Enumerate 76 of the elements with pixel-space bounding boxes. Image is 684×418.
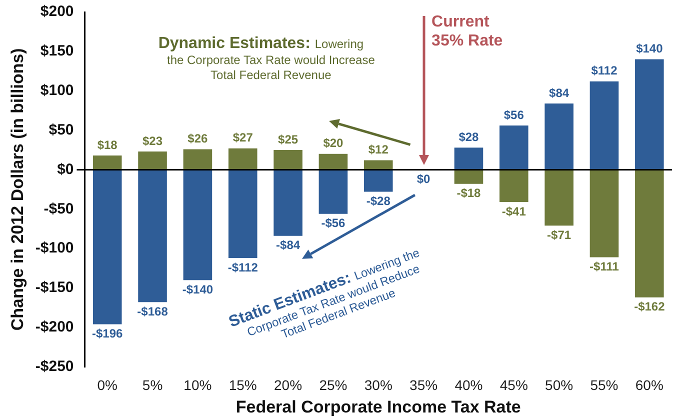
- data-label: -$56: [321, 216, 346, 230]
- data-label: $140: [636, 42, 664, 56]
- y-tick-label: -$50: [44, 200, 74, 218]
- data-label: $112: [591, 64, 618, 78]
- bar: [318, 154, 348, 169]
- data-label: $0: [416, 172, 431, 186]
- data-label: -$84: [276, 238, 300, 252]
- data-label: $20: [323, 136, 344, 150]
- data-label: $56: [504, 108, 524, 122]
- data-label: -$41: [502, 204, 526, 218]
- bar: [138, 170, 167, 302]
- data-label: $12: [368, 142, 389, 157]
- y-tick-label: $100: [40, 82, 74, 99]
- bar: [183, 170, 212, 280]
- annotation: Dynamic Estimates: Lowering the Corporate Tax Rate would Increase Total Federal Revenue: [158, 35, 376, 82]
- x-tick-label: 40%: [454, 377, 483, 394]
- y-axis-title: Change in 2012 Dollars (in billions): [8, 48, 27, 331]
- data-label: $28: [458, 130, 480, 144]
- x-tick-label: 45%: [500, 377, 528, 394]
- bar: [318, 170, 348, 214]
- data-label: $25: [278, 132, 298, 146]
- data-label: -$28: [366, 194, 391, 208]
- bar: [274, 170, 302, 236]
- data-label: $27: [232, 130, 254, 145]
- y-tick-label: -$100: [35, 240, 74, 257]
- y-tick-label: -$200: [35, 318, 74, 336]
- data-label: $23: [142, 134, 163, 148]
- x-tick-label: 55%: [590, 377, 618, 394]
- y-tick-label: $200: [40, 3, 74, 20]
- x-tick-label: 35%: [410, 377, 438, 394]
- bar: [500, 170, 528, 202]
- x-tick-label: 5%: [142, 377, 163, 394]
- y-tick-label: $150: [40, 42, 74, 60]
- bar: [138, 152, 167, 169]
- x-tick-label: 0%: [97, 377, 118, 394]
- bar: [590, 81, 619, 169]
- x-tick-label: 15%: [228, 377, 257, 394]
- bar: [92, 155, 122, 169]
- bar: [544, 170, 574, 226]
- bar: [635, 59, 664, 169]
- x-tick-label: 60%: [635, 377, 664, 394]
- y-tick-label: -$250: [35, 358, 74, 375]
- bar: [635, 170, 664, 298]
- bar: [454, 148, 484, 169]
- bar: [364, 160, 393, 169]
- data-label: -$112: [228, 260, 258, 274]
- bar: [228, 170, 258, 258]
- data-label: -$18: [456, 186, 482, 200]
- x-axis-title: Federal Corporate Income Tax Rate: [236, 397, 521, 416]
- x-tick-label: 20%: [274, 377, 302, 394]
- annotation: Current 35% Rate: [432, 13, 503, 50]
- data-label: -$111: [590, 260, 620, 274]
- data-label: -$140: [182, 282, 214, 296]
- bar: [274, 150, 302, 169]
- data-label: $84: [549, 86, 570, 100]
- bar: [228, 148, 258, 169]
- bar: [590, 170, 619, 258]
- x-tick-label: 30%: [364, 377, 392, 394]
- data-label: -$71: [547, 228, 572, 242]
- bar: [92, 170, 122, 324]
- data-label: -$168: [137, 304, 168, 318]
- x-tick-label: 10%: [184, 377, 212, 394]
- bar: [544, 103, 574, 169]
- bar: [364, 170, 393, 192]
- y-tick-label: $50: [48, 121, 74, 138]
- data-label: $26: [188, 132, 208, 146]
- bar: [500, 126, 528, 169]
- y-tick-label: $0: [57, 160, 74, 178]
- bar: [454, 170, 484, 184]
- data-label: $18: [97, 138, 118, 152]
- data-label: -$162: [634, 300, 666, 314]
- x-tick-label: 50%: [545, 377, 574, 394]
- x-tick-label: 25%: [319, 377, 348, 394]
- y-tick-label: -$150: [35, 279, 74, 296]
- bar: [183, 149, 212, 169]
- data-label: -$196: [92, 326, 124, 341]
